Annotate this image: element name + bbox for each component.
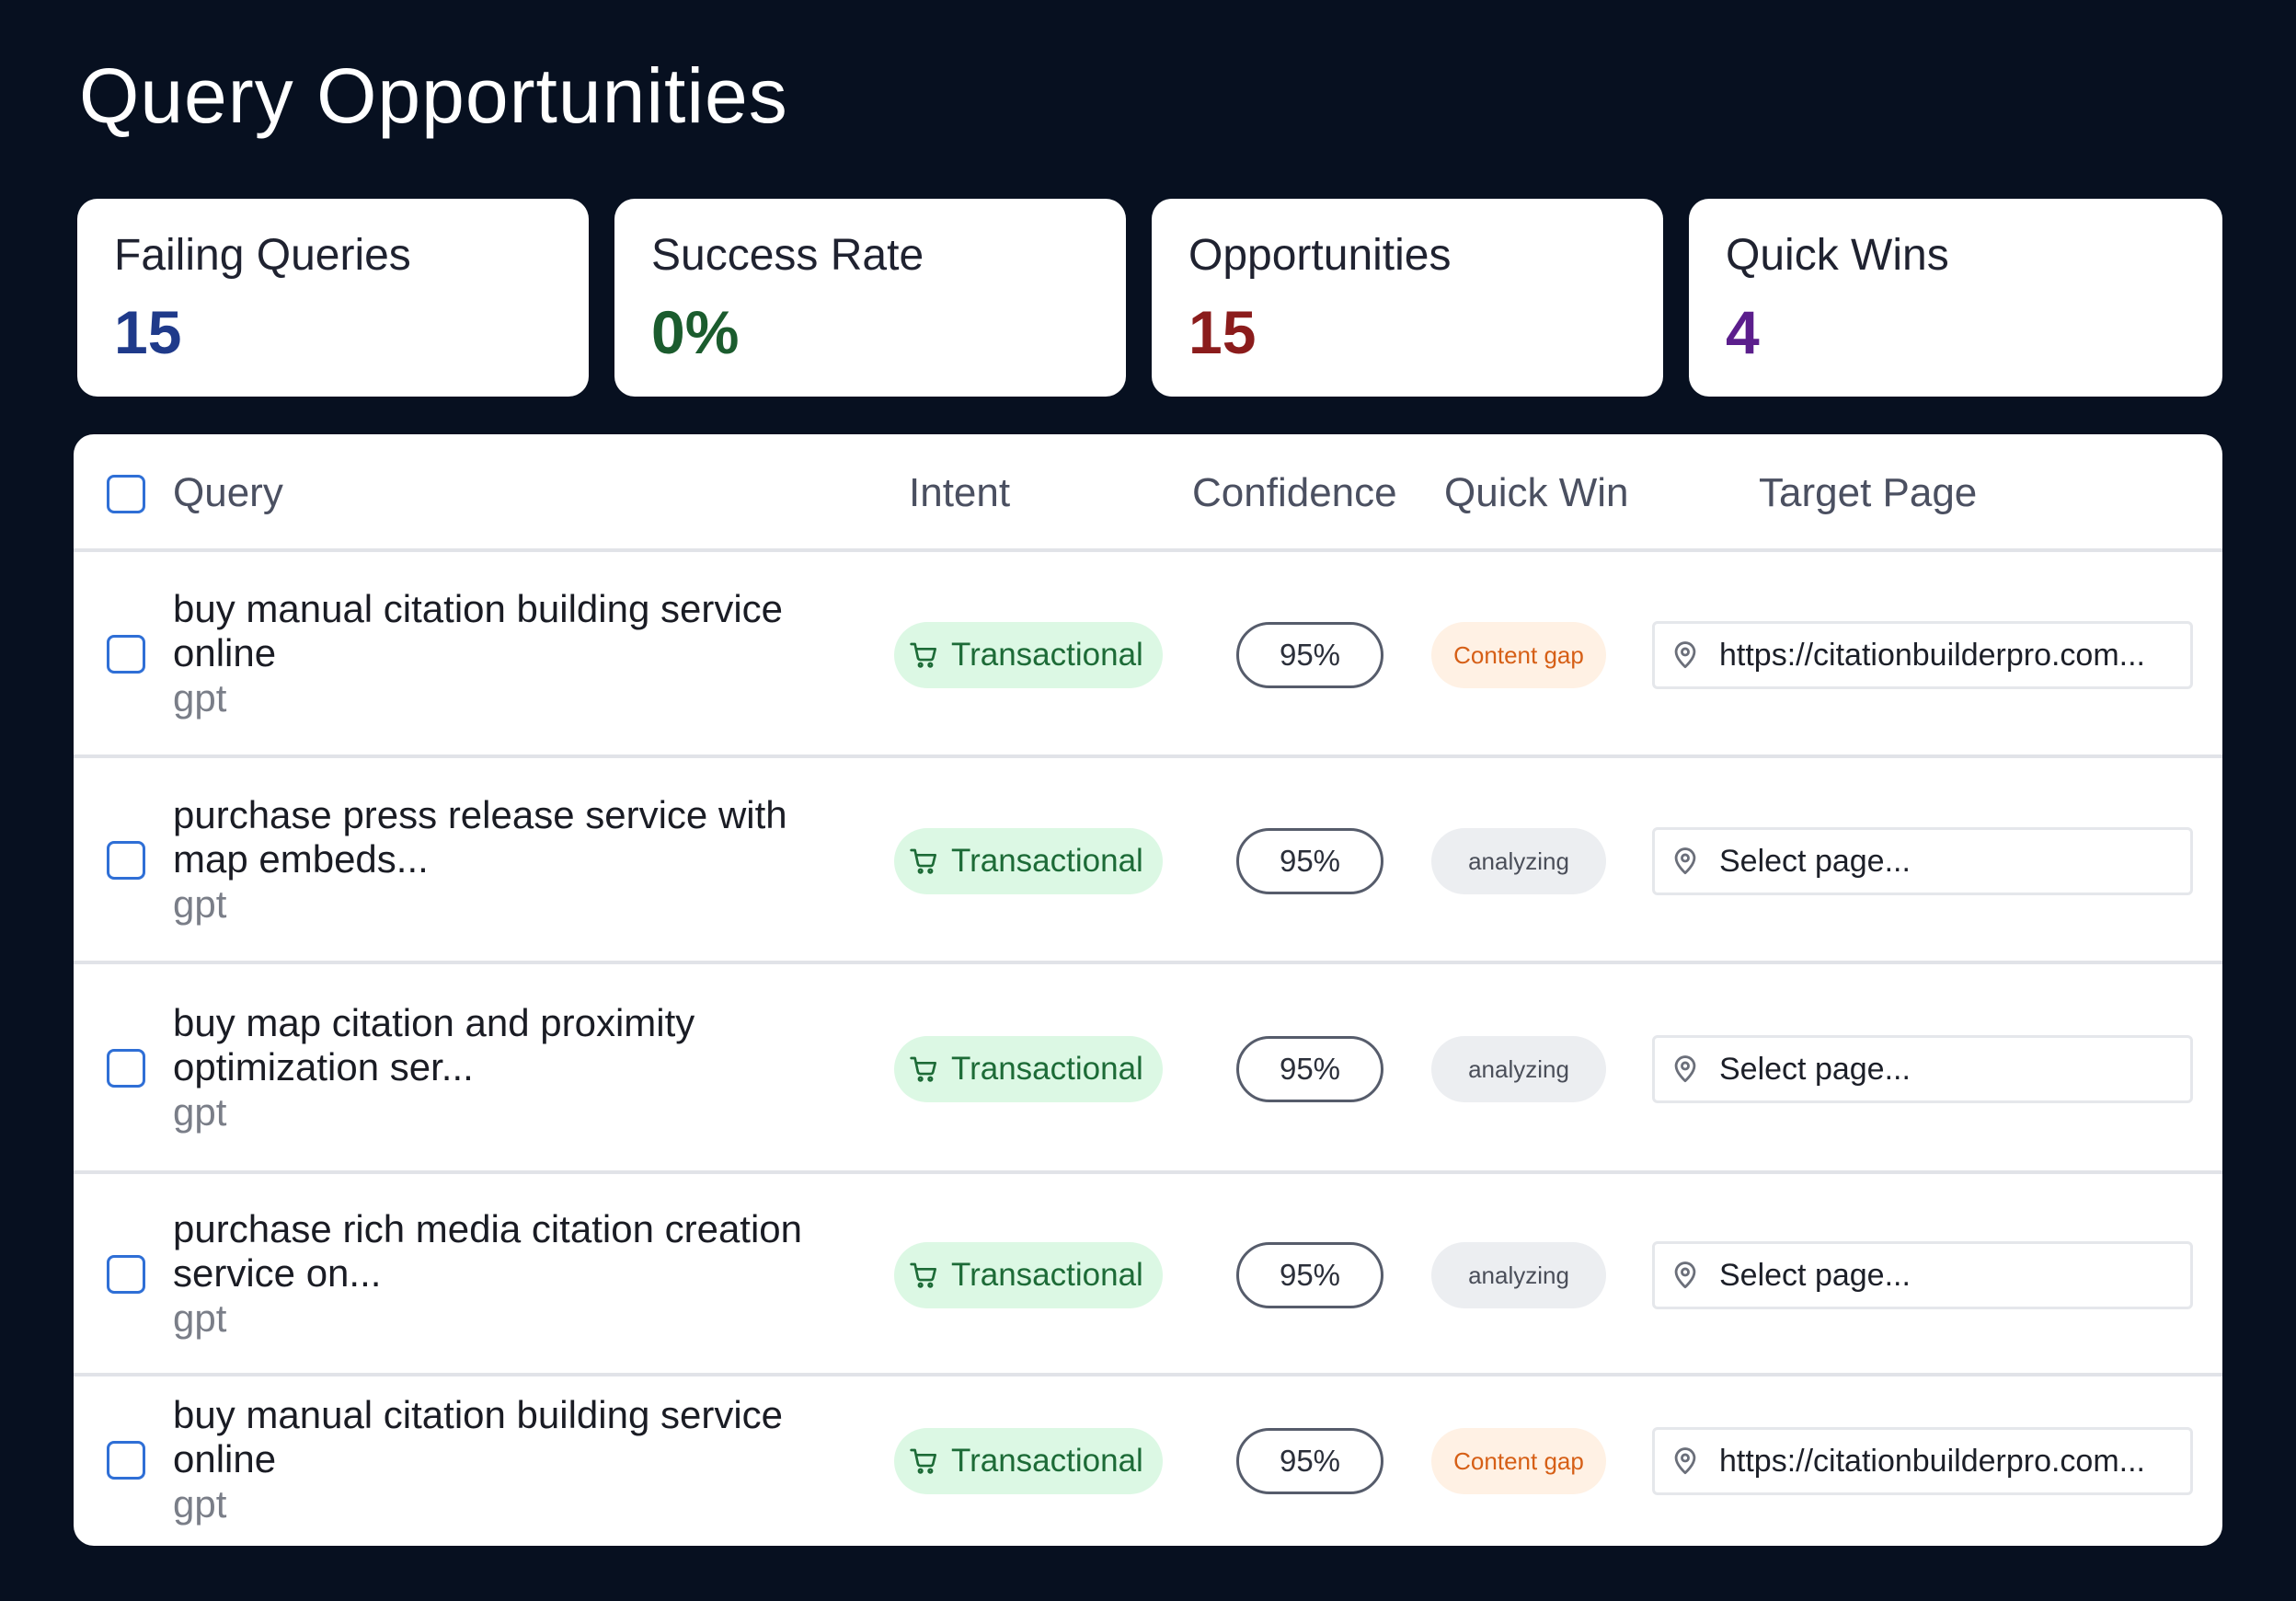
target-page-value: https://citationbuilderpro.com... <box>1719 637 2146 673</box>
confidence-pill: 95% <box>1236 622 1383 688</box>
shopping-cart-icon <box>909 1446 951 1476</box>
target-page-select[interactable]: https://citationbuilderpro.com... <box>1652 1427 2193 1495</box>
intent-label: Transactional <box>951 1051 1143 1087</box>
query-cell: buy manual citation building service onl… <box>173 1393 835 1527</box>
stat-card-failing-queries: Failing Queries 15 <box>77 199 589 397</box>
stats-row: Failing Queries 15 Success Rate 0% Oppor… <box>77 199 2222 397</box>
map-pin-icon <box>1670 1054 1719 1085</box>
query-source: gpt <box>173 676 227 720</box>
confidence-pill: 95% <box>1236 1242 1383 1308</box>
query-text: buy manual citation building service onl… <box>173 1393 784 1480</box>
query-cell: buy manual citation building service onl… <box>173 587 835 721</box>
confidence-value: 95% <box>1279 1052 1341 1086</box>
target-page-select[interactable]: Select page... <box>1652 1035 2193 1103</box>
target-page-select[interactable]: Select page... <box>1652 1241 2193 1309</box>
row-checkbox[interactable] <box>107 841 145 880</box>
confidence-pill: 95% <box>1236 828 1383 894</box>
select-all-checkbox[interactable] <box>107 475 145 513</box>
target-page-value: Select page... <box>1719 1051 1911 1087</box>
confidence-pill: 95% <box>1236 1428 1383 1494</box>
query-cell: purchase rich media citation creation se… <box>173 1207 835 1342</box>
query-text: purchase press release service with map … <box>173 793 787 881</box>
stat-value: 4 <box>1726 297 1760 366</box>
quick-win-badge: analyzing <box>1431 1036 1606 1102</box>
shopping-cart-icon <box>909 1261 951 1290</box>
confidence-value: 95% <box>1279 1444 1341 1478</box>
table-row[interactable]: buy manual citation building service onl… <box>74 1376 2222 1546</box>
intent-badge: Transactional <box>894 1242 1163 1308</box>
quick-win-label: Content gap <box>1453 640 1584 669</box>
row-checkbox[interactable] <box>107 1255 145 1294</box>
target-page-value: https://citationbuilderpro.com... <box>1719 1443 2146 1479</box>
stat-value: 15 <box>114 297 182 366</box>
confidence-value: 95% <box>1279 1258 1341 1292</box>
intent-badge: Transactional <box>894 1036 1163 1102</box>
row-checkbox[interactable] <box>107 1049 145 1088</box>
intent-badge: Transactional <box>894 828 1163 894</box>
opportunities-table: Query Intent Confidence Quick Win Target… <box>74 434 2222 1546</box>
stat-card-quick-wins: Quick Wins 4 <box>1689 199 2222 397</box>
query-text: purchase rich media citation creation se… <box>173 1207 803 1295</box>
map-pin-icon <box>1670 1260 1719 1291</box>
stat-value: 0% <box>651 297 740 366</box>
query-text: buy manual citation building service onl… <box>173 587 784 674</box>
quick-win-label: analyzing <box>1468 1261 1569 1289</box>
table-row[interactable]: buy map citation and proximity optimizat… <box>74 964 2222 1174</box>
map-pin-icon <box>1670 1446 1719 1477</box>
column-header-quick-win[interactable]: Quick Win <box>1444 470 1629 515</box>
quick-win-label: analyzing <box>1468 1054 1569 1083</box>
column-header-query[interactable]: Query <box>173 470 283 515</box>
intent-label: Transactional <box>951 1257 1143 1293</box>
query-source: gpt <box>173 1296 227 1340</box>
row-checkbox[interactable] <box>107 1441 145 1480</box>
confidence-value: 95% <box>1279 844 1341 878</box>
row-checkbox[interactable] <box>107 635 145 674</box>
map-pin-icon <box>1670 639 1719 671</box>
shopping-cart-icon <box>909 847 951 876</box>
quick-win-label: Content gap <box>1453 1446 1584 1475</box>
query-source: gpt <box>173 882 227 926</box>
quick-win-badge: analyzing <box>1431 1242 1606 1308</box>
target-page-value: Select page... <box>1719 843 1911 879</box>
table-row[interactable]: purchase press release service with map … <box>74 758 2222 964</box>
stat-card-opportunities: Opportunities 15 <box>1152 199 1663 397</box>
shopping-cart-icon <box>909 1054 951 1084</box>
table-row[interactable]: purchase rich media citation creation se… <box>74 1174 2222 1376</box>
target-page-select[interactable]: Select page... <box>1652 827 2193 895</box>
stat-label: Quick Wins <box>1726 231 1949 280</box>
intent-badge: Transactional <box>894 622 1163 688</box>
quick-win-badge: Content gap <box>1431 622 1606 688</box>
query-source: gpt <box>173 1090 227 1134</box>
stat-value: 15 <box>1188 297 1257 366</box>
intent-badge: Transactional <box>894 1428 1163 1494</box>
intent-label: Transactional <box>951 843 1143 879</box>
query-cell: purchase press release service with map … <box>173 793 835 927</box>
query-source: gpt <box>173 1482 227 1526</box>
query-cell: buy map citation and proximity optimizat… <box>173 1001 835 1135</box>
quick-win-badge: Content gap <box>1431 1428 1606 1494</box>
target-page-select[interactable]: https://citationbuilderpro.com... <box>1652 621 2193 689</box>
stat-label: Opportunities <box>1188 231 1452 280</box>
quick-win-label: analyzing <box>1468 847 1569 875</box>
stat-card-success-rate: Success Rate 0% <box>614 199 1126 397</box>
table-header: Query Intent Confidence Quick Win Target… <box>74 434 2222 552</box>
quick-win-badge: analyzing <box>1431 828 1606 894</box>
stat-label: Failing Queries <box>114 231 411 280</box>
column-header-target-page[interactable]: Target Page <box>1759 470 1978 515</box>
intent-label: Transactional <box>951 1443 1143 1479</box>
map-pin-icon <box>1670 846 1719 877</box>
target-page-value: Select page... <box>1719 1257 1911 1293</box>
column-header-confidence[interactable]: Confidence <box>1192 470 1397 515</box>
shopping-cart-icon <box>909 640 951 670</box>
intent-label: Transactional <box>951 637 1143 673</box>
table-row[interactable]: buy manual citation building service onl… <box>74 552 2222 758</box>
confidence-pill: 95% <box>1236 1036 1383 1102</box>
query-text: buy map citation and proximity optimizat… <box>173 1001 695 1088</box>
confidence-value: 95% <box>1279 638 1341 672</box>
column-header-intent[interactable]: Intent <box>909 470 1011 515</box>
stat-label: Success Rate <box>651 231 924 280</box>
page-title: Query Opportunities <box>79 52 788 139</box>
